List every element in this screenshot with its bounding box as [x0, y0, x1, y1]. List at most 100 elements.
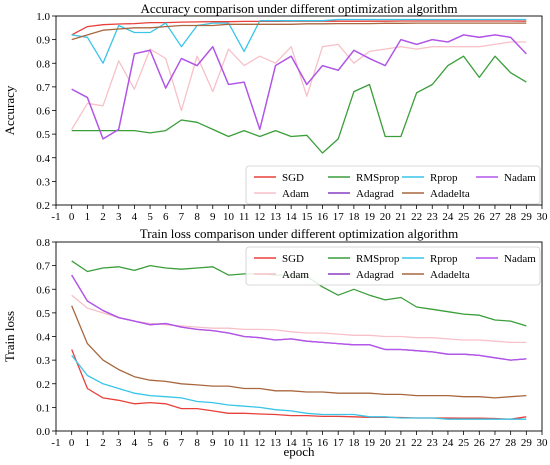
x-tick-label: 20	[380, 211, 392, 223]
legend-label-rprop: Rprop	[430, 172, 458, 184]
series-line-sgd	[71, 349, 527, 420]
plot-frame	[55, 241, 543, 432]
train-loss-chart: Train loss comparison under different op…	[2, 226, 548, 459]
x-tick-label: 11	[239, 437, 250, 449]
legend-label-rmsprop: RMSprop	[356, 253, 400, 265]
x-tick-label: 13	[270, 211, 282, 223]
x-tick-label: 2	[100, 437, 106, 449]
y-tick-label: 0.5	[36, 129, 50, 141]
y-tick-label: 0.7	[36, 261, 50, 273]
x-tick-label: 14	[286, 437, 298, 449]
x-tick-label: 25	[458, 211, 470, 223]
accuracy-chart: Accuracy comparison under different opti…	[2, 1, 548, 223]
x-tick-label: -1	[51, 211, 60, 223]
y-tick-label: 0.5	[36, 308, 50, 320]
x-tick-label: 4	[132, 211, 138, 223]
legend-label-adagrad: Adagrad	[356, 188, 394, 200]
series-line-adagrad	[71, 274, 527, 361]
x-tick-label: 27	[489, 211, 501, 223]
series-line-rprop	[71, 354, 527, 420]
legend-label-nadam: Nadam	[504, 253, 536, 265]
x-tick-label: 1	[85, 211, 91, 223]
x-tick-label: 10	[223, 437, 235, 449]
x-tick-label: 8	[194, 211, 200, 223]
x-tick-label: 6	[163, 211, 169, 223]
x-tick-label: 18	[348, 211, 360, 223]
x-tick-label: 24	[442, 437, 454, 449]
x-tick-label: 5	[147, 211, 153, 223]
x-tick-label: 13	[270, 437, 282, 449]
x-tick-label: 3	[116, 211, 122, 223]
x-tick-label: 29	[521, 211, 533, 223]
x-tick-label: 23	[427, 211, 439, 223]
legend-label-adam: Adam	[282, 188, 309, 200]
x-tick-label: 7	[179, 211, 185, 223]
x-tick-label: 17	[333, 437, 345, 449]
y-tick-label: 0.7	[36, 82, 50, 94]
series-line-adam	[71, 41, 527, 130]
x-tick-label: 6	[163, 437, 169, 449]
y-tick-label: 0.6	[36, 106, 50, 118]
x-tick-label: 10	[223, 211, 235, 223]
x-tick-label: 23	[427, 437, 439, 449]
x-tick-label: 3	[116, 437, 122, 449]
x-tick-label: 7	[179, 437, 185, 449]
x-tick-label: 9	[210, 211, 216, 223]
y-tick-label: 1.0	[36, 11, 50, 23]
x-tick-label: 4	[132, 437, 138, 449]
x-tick-label: -1	[51, 437, 60, 449]
x-tick-label: 28	[505, 437, 517, 449]
legend-label-adadelta: Adadelta	[430, 269, 470, 281]
x-tick-label: 28	[505, 211, 517, 223]
x-tick-label: 5	[147, 437, 153, 449]
y-tick-label: 0.4	[36, 153, 50, 165]
x-tick-label: 20	[380, 437, 392, 449]
legend-label-sgd: SGD	[282, 172, 304, 184]
series-line-rprop	[71, 18, 527, 64]
y-axis-label: Train loss	[2, 311, 17, 362]
x-tick-label: 1	[85, 437, 91, 449]
x-tick-label: 8	[194, 437, 200, 449]
y-tick-label: 0.9	[36, 35, 50, 47]
series-line-rmsprop	[71, 55, 527, 154]
x-tick-label: 9	[210, 437, 216, 449]
legend-box	[245, 165, 541, 205]
x-tick-label: 17	[333, 211, 345, 223]
y-tick-label: 0.2	[36, 200, 50, 212]
x-axis-label: epoch	[283, 444, 315, 459]
y-tick-label: 0.8	[36, 58, 50, 70]
legend: SGD Adam RMSprop Adagrad Rprop Adadelta Nadam	[245, 165, 541, 205]
x-tick-label: 14	[286, 211, 298, 223]
x-tick-label: 26	[474, 437, 486, 449]
series-line-adadelta	[71, 22, 527, 41]
x-tick-label: 24	[442, 211, 454, 223]
chart-title: Train loss comparison under different op…	[140, 226, 458, 241]
x-tick-label: 30	[537, 211, 549, 223]
x-tick-label: 19	[364, 437, 376, 449]
x-tick-label: 21	[395, 211, 406, 223]
x-tick-label: 0	[69, 211, 75, 223]
x-tick-label: 19	[364, 211, 376, 223]
y-tick-label: 0.3	[36, 355, 50, 367]
x-tick-label: 18	[348, 437, 360, 449]
y-tick-label: 0.0	[36, 426, 50, 438]
x-tick-label: 29	[521, 437, 533, 449]
y-tick-label: 0.3	[36, 176, 50, 188]
series-line-adadelta	[71, 305, 527, 399]
series-line-nadam	[71, 34, 527, 140]
legend-label-adam: Adam	[282, 269, 309, 281]
series-line-adam	[71, 294, 527, 344]
legend: SGD Adam RMSprop Adagrad Rprop Adadelta Nadam	[245, 246, 541, 286]
x-tick-label: 12	[254, 437, 265, 449]
y-tick-label: 0.1	[36, 402, 50, 414]
series-line-adagrad	[71, 34, 527, 140]
y-axis-label: Accuracy	[2, 85, 17, 135]
x-tick-label: 2	[100, 211, 106, 223]
legend-label-adadelta: Adadelta	[430, 188, 470, 200]
x-tick-label: 30	[537, 437, 549, 449]
legend-box	[245, 246, 541, 286]
legend-label-rprop: Rprop	[430, 253, 458, 265]
x-tick-label: 22	[411, 437, 422, 449]
chart-title: Accuracy comparison under different opti…	[140, 1, 457, 16]
